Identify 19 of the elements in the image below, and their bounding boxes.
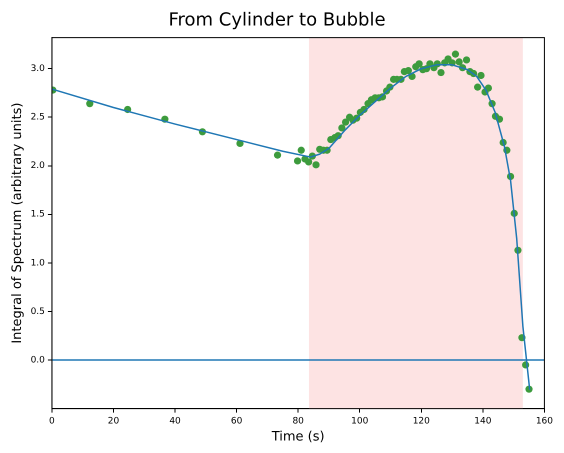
x-tick-label: 120 [412, 416, 430, 426]
y-tick-label: 0.0 [30, 355, 46, 366]
x-tick-label: 160 [536, 416, 554, 426]
y-tick-label: 2.0 [30, 161, 46, 172]
chart-title: From Cylinder to Bubble [168, 9, 386, 30]
y-tick-label: 3.0 [30, 64, 46, 74]
x-axis-title: Time (s) [270, 430, 325, 445]
x-tick-label: 40 [169, 416, 182, 426]
x-tick-label: 0 [49, 416, 56, 426]
x-tick-label: 100 [351, 416, 369, 426]
y-tick-label: 1.5 [30, 210, 45, 220]
y-axis-title: Integral of Spectrum (arbitrary units) [10, 102, 26, 344]
x-tick-label: 60 [230, 416, 243, 426]
x-tick-label: 80 [292, 416, 304, 426]
x-tick-label: 20 [108, 416, 120, 426]
y-tick-label: 1.0 [30, 258, 46, 268]
y-tick-label: 2.5 [30, 112, 45, 123]
x-tick-label: 140 [474, 416, 492, 426]
y-tick-label: 0.5 [30, 306, 45, 317]
